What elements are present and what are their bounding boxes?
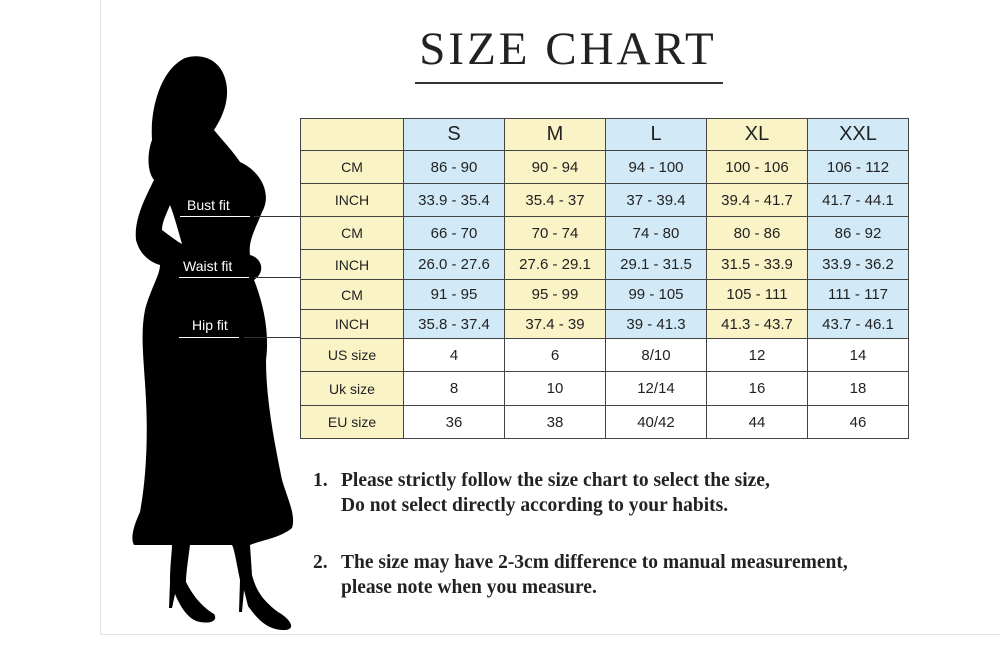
hip-fit-label: Hip fit	[192, 317, 228, 333]
table-cell: 29.1 - 31.5	[605, 249, 707, 280]
table-cell: 66 - 70	[403, 216, 505, 250]
hip-fit-connector	[244, 337, 300, 338]
woman-silhouette-image	[132, 56, 294, 631]
table-cell: 43.7 - 46.1	[807, 309, 909, 339]
page-title: SIZE CHART	[419, 23, 717, 75]
table-cell: 8/10	[605, 338, 707, 372]
table-cell: 27.6 - 29.1	[504, 249, 606, 280]
table-cell: 90 - 94	[504, 150, 606, 184]
note-2: 2. The size may have 2-3cm difference to …	[313, 550, 848, 600]
table-cell: 46	[807, 405, 909, 439]
table-cell: 18	[807, 371, 909, 406]
table-cell: 33.9 - 36.2	[807, 249, 909, 280]
title-underline	[415, 82, 723, 84]
waist-fit-line	[179, 277, 249, 278]
table-row: Uk size 8 10 12/14 16 18	[300, 371, 909, 406]
table-cell: 99 - 105	[605, 279, 707, 310]
table-row: CM 86 - 90 90 - 94 94 - 100 100 - 106 106 - 1…	[300, 150, 909, 184]
waist-fit-connector	[254, 277, 300, 278]
row-label: CM	[300, 150, 404, 184]
table-row: EU size 36 38 40/42 44 46	[300, 405, 909, 439]
table-row: CM 91 - 95 95 - 99 99 - 105 105 - 111 111 - 1…	[300, 279, 909, 310]
table-cell: 106 - 112	[807, 150, 909, 184]
table-cell: 94 - 100	[605, 150, 707, 184]
table-cell: 39.4 - 41.7	[706, 183, 808, 217]
table-cell: 105 - 111	[706, 279, 808, 310]
size-table: S M L XL XXL CM 86 - 90 90 - 94 94 - 100 100…	[300, 118, 909, 439]
table-cell: 12	[706, 338, 808, 372]
table-cell: 41.7 - 44.1	[807, 183, 909, 217]
table-cell: 44	[706, 405, 808, 439]
waist-fit-label: Waist fit	[183, 258, 233, 274]
table-cell: 39 - 41.3	[605, 309, 707, 339]
note-line: Do not select directly according to your…	[341, 495, 729, 516]
row-label: EU size	[300, 405, 404, 439]
table-cell: 31.5 - 33.9	[706, 249, 808, 280]
table-cell: 91 - 95	[403, 279, 505, 310]
table-row: INCH 33.9 - 35.4 35.4 - 37 37 - 39.4 39.4 - …	[300, 183, 909, 217]
table-row: INCH 35.8 - 37.4 37.4 - 39 39 - 41.3 41.3 - …	[300, 309, 909, 339]
note-line: Please strictly follow the size chart to…	[341, 470, 770, 491]
table-header-row: S M L XL XXL	[300, 118, 909, 151]
frame-border	[100, 0, 1000, 635]
table-cell: 16	[706, 371, 808, 406]
table-row: INCH 26.0 - 27.6 27.6 - 29.1 29.1 - 31.5 31.…	[300, 249, 909, 280]
table-cell: 100 - 106	[706, 150, 808, 184]
table-cell: 33.9 - 35.4	[403, 183, 505, 217]
header-size-xxl: XXL	[807, 118, 909, 151]
bust-fit-label: Bust fit	[187, 197, 230, 213]
header-size-l: L	[605, 118, 707, 151]
row-label: CM	[300, 216, 404, 250]
row-label: Uk size	[300, 371, 404, 406]
row-label: US size	[300, 338, 404, 372]
table-cell: 35.4 - 37	[504, 183, 606, 217]
header-size-m: M	[504, 118, 606, 151]
table-cell: 8	[403, 371, 505, 406]
table-cell: 95 - 99	[504, 279, 606, 310]
note-number: 2.	[313, 552, 328, 573]
header-size-s: S	[403, 118, 505, 151]
note-number: 1.	[313, 470, 328, 491]
note-line: please note when you measure.	[341, 577, 597, 598]
table-cell: 86 - 92	[807, 216, 909, 250]
hip-fit-line	[179, 337, 239, 338]
header-corner-cell	[300, 118, 404, 151]
table-cell: 36	[403, 405, 505, 439]
table-cell: 37.4 - 39	[504, 309, 606, 339]
table-cell: 6	[504, 338, 606, 372]
table-cell: 86 - 90	[403, 150, 505, 184]
table-cell: 70 - 74	[504, 216, 606, 250]
table-cell: 38	[504, 405, 606, 439]
table-cell: 111 - 117	[807, 279, 909, 310]
table-row: US size 4 6 8/10 12 14	[300, 338, 909, 372]
row-label: CM	[300, 279, 404, 310]
note-1: 1. Please strictly follow the size chart …	[313, 468, 770, 518]
table-cell: 26.0 - 27.6	[403, 249, 505, 280]
bust-fit-line	[180, 216, 250, 217]
header-size-xl: XL	[706, 118, 808, 151]
table-cell: 14	[807, 338, 909, 372]
row-label: INCH	[300, 309, 404, 339]
bust-fit-connector	[254, 216, 300, 217]
table-cell: 41.3 - 43.7	[706, 309, 808, 339]
table-cell: 12/14	[605, 371, 707, 406]
table-cell: 4	[403, 338, 505, 372]
table-cell: 74 - 80	[605, 216, 707, 250]
table-cell: 40/42	[605, 405, 707, 439]
table-cell: 37 - 39.4	[605, 183, 707, 217]
row-label: INCH	[300, 249, 404, 280]
row-label: INCH	[300, 183, 404, 217]
note-line: The size may have 2-3cm difference to ma…	[341, 552, 848, 573]
table-cell: 35.8 - 37.4	[403, 309, 505, 339]
table-cell: 80 - 86	[706, 216, 808, 250]
table-cell: 10	[504, 371, 606, 406]
table-row: CM 66 - 70 70 - 74 74 - 80 80 - 86 86 - 92	[300, 216, 909, 250]
